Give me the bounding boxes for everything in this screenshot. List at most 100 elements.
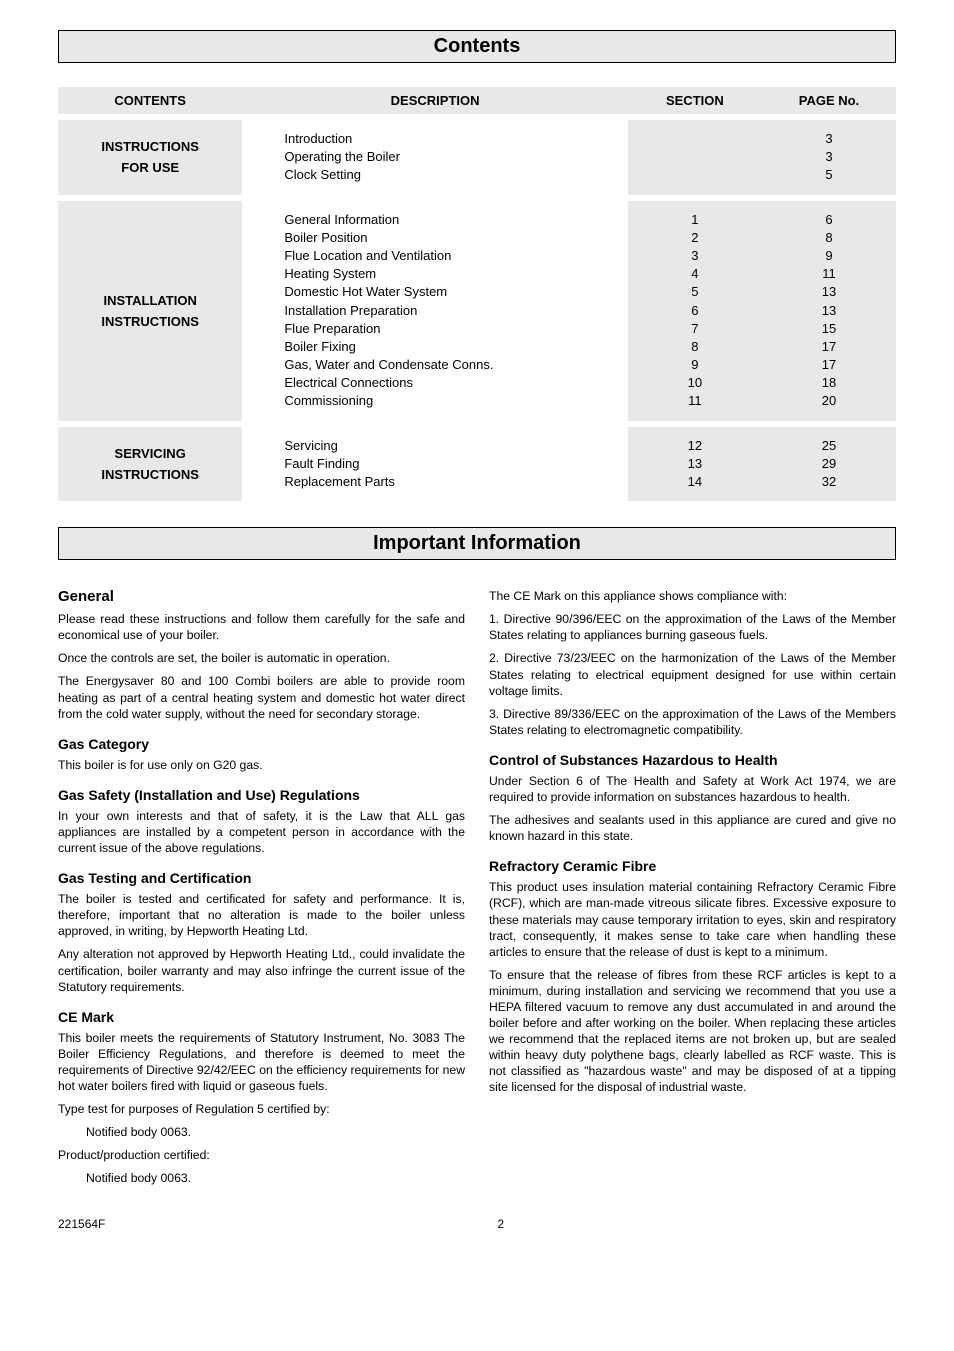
section-item: [628, 166, 762, 184]
para-ce-2: Type test for purposes of Regulation 5 c…: [58, 1101, 465, 1117]
category-cell: INSTRUCTIONSFOR USE: [58, 120, 242, 195]
para-ce-5: Notified body 0063.: [58, 1170, 465, 1186]
heading-general: General: [58, 588, 465, 605]
section-item: 2: [628, 229, 762, 247]
page-number: 2: [497, 1217, 504, 1231]
heading-gas-testing: Gas Testing and Certification: [58, 870, 465, 886]
page-item: 17: [762, 338, 896, 356]
important-header: Important Information: [58, 527, 896, 560]
category-line: INSTRUCTIONS: [58, 467, 242, 482]
para-ce-1: This boiler meets the requirements of St…: [58, 1030, 465, 1094]
para-rcf-1: This product uses insulation material co…: [489, 879, 896, 959]
desc-item: Commissioning: [284, 392, 627, 410]
section-item: 14: [628, 473, 762, 491]
category-line: INSTALLATION: [58, 293, 242, 308]
para-gascat-1: This boiler is for use only on G20 gas.: [58, 757, 465, 773]
page-cell: 252932: [762, 427, 896, 502]
category-line: SERVICING: [58, 446, 242, 461]
desc-item: Replacement Parts: [284, 473, 627, 491]
section-item: 1: [628, 211, 762, 229]
para-directive-3: 3. Directive 89/336/EEC on the approxima…: [489, 706, 896, 738]
desc-item: Clock Setting: [284, 166, 627, 184]
page-item: 29: [762, 455, 896, 473]
category-line: INSTRUCTIONS: [58, 314, 242, 329]
para-gassafety-1: In your own interests and that of safety…: [58, 808, 465, 856]
th-page: PAGE No.: [762, 87, 896, 114]
page-item: 13: [762, 302, 896, 320]
para-rcf-2: To ensure that the release of fibres fro…: [489, 967, 896, 1096]
desc-item: Flue Location and Ventilation: [284, 247, 627, 265]
section-item: 9: [628, 356, 762, 374]
th-description: DESCRIPTION: [242, 87, 627, 114]
section-item: 10: [628, 374, 762, 392]
category-cell: INSTALLATION INSTRUCTIONS: [58, 201, 242, 421]
desc-item: Fault Finding: [284, 455, 627, 473]
table-group-row: INSTALLATION INSTRUCTIONSGeneral Informat…: [58, 201, 896, 421]
page-item: 9: [762, 247, 896, 265]
page-item: 6: [762, 211, 896, 229]
desc-item: Boiler Position: [284, 229, 627, 247]
page-cell: 335: [762, 120, 896, 195]
th-contents: CONTENTS: [58, 87, 242, 114]
section-item: [628, 148, 762, 166]
desc-item: Flue Preparation: [284, 320, 627, 338]
desc-item: Servicing: [284, 437, 627, 455]
heading-ce-mark: CE Mark: [58, 1009, 465, 1025]
section-item: 6: [628, 302, 762, 320]
contents-header: Contents: [58, 30, 896, 63]
para-general-3: The Energysaver 80 and 100 Combi boilers…: [58, 673, 465, 721]
desc-item: Domestic Hot Water System: [284, 283, 627, 301]
page-item: 11: [762, 265, 896, 283]
page-item: 15: [762, 320, 896, 338]
two-column-layout: General Please read these instructions a…: [58, 578, 896, 1193]
desc-item: Electrical Connections: [284, 374, 627, 392]
heading-gas-safety: Gas Safety (Installation and Use) Regula…: [58, 787, 465, 803]
para-gastest-2: Any alteration not approved by Hepworth …: [58, 946, 465, 994]
category-line: INSTRUCTIONS: [58, 139, 242, 154]
page-item: 32: [762, 473, 896, 491]
table-group-row: SERVICINGINSTRUCTIONSServicingFault Find…: [58, 427, 896, 502]
page-item: 5: [762, 166, 896, 184]
para-ce-3: Notified body 0063.: [58, 1124, 465, 1140]
page-cell: 6891113131517171820: [762, 201, 896, 421]
section-item: 4: [628, 265, 762, 283]
section-item: 8: [628, 338, 762, 356]
description-cell: ServicingFault FindingReplacement Parts: [242, 427, 627, 502]
section-item: 13: [628, 455, 762, 473]
heading-rcf: Refractory Ceramic Fibre: [489, 858, 896, 874]
section-cell: 1234567891011: [628, 201, 762, 421]
contents-table: CONTENTS DESCRIPTION SECTION PAGE No. IN…: [58, 81, 896, 507]
desc-item: Introduction: [284, 130, 627, 148]
heading-coshh: Control of Substances Hazardous to Healt…: [489, 752, 896, 768]
heading-gas-category: Gas Category: [58, 736, 465, 752]
desc-item: Gas, Water and Condensate Conns.: [284, 356, 627, 374]
right-column: The CE Mark on this appliance shows comp…: [489, 578, 896, 1193]
para-general-2: Once the controls are set, the boiler is…: [58, 650, 465, 666]
page-item: 3: [762, 130, 896, 148]
description-cell: General InformationBoiler PositionFlue L…: [242, 201, 627, 421]
desc-item: Installation Preparation: [284, 302, 627, 320]
desc-item: Operating the Boiler: [284, 148, 627, 166]
section-item: 5: [628, 283, 762, 301]
page-item: 3: [762, 148, 896, 166]
category-cell: SERVICING INSTRUCTIONS: [58, 427, 242, 502]
page-item: 25: [762, 437, 896, 455]
page-item: 13: [762, 283, 896, 301]
th-section: SECTION: [628, 87, 762, 114]
page-item: 18: [762, 374, 896, 392]
para-ce-4: Product/production certified:: [58, 1147, 465, 1163]
page-item: 8: [762, 229, 896, 247]
description-cell: IntroductionOperating the BoilerClock Se…: [242, 120, 627, 195]
para-coshh-1: Under Section 6 of The Health and Safety…: [489, 773, 896, 805]
para-ce-compliance-intro: The CE Mark on this appliance shows comp…: [489, 588, 896, 604]
section-item: 3: [628, 247, 762, 265]
para-directive-1: 1. Directive 90/396/EEC on the approxima…: [489, 611, 896, 643]
section-item: 11: [628, 392, 762, 410]
desc-item: Heating System: [284, 265, 627, 283]
para-gastest-1: The boiler is tested and certificated fo…: [58, 891, 465, 939]
section-cell: [628, 120, 762, 195]
page-item: 17: [762, 356, 896, 374]
desc-item: Boiler Fixing: [284, 338, 627, 356]
para-directive-2: 2. Directive 73/23/EEC on the harmonizat…: [489, 650, 896, 698]
section-item: 12: [628, 437, 762, 455]
